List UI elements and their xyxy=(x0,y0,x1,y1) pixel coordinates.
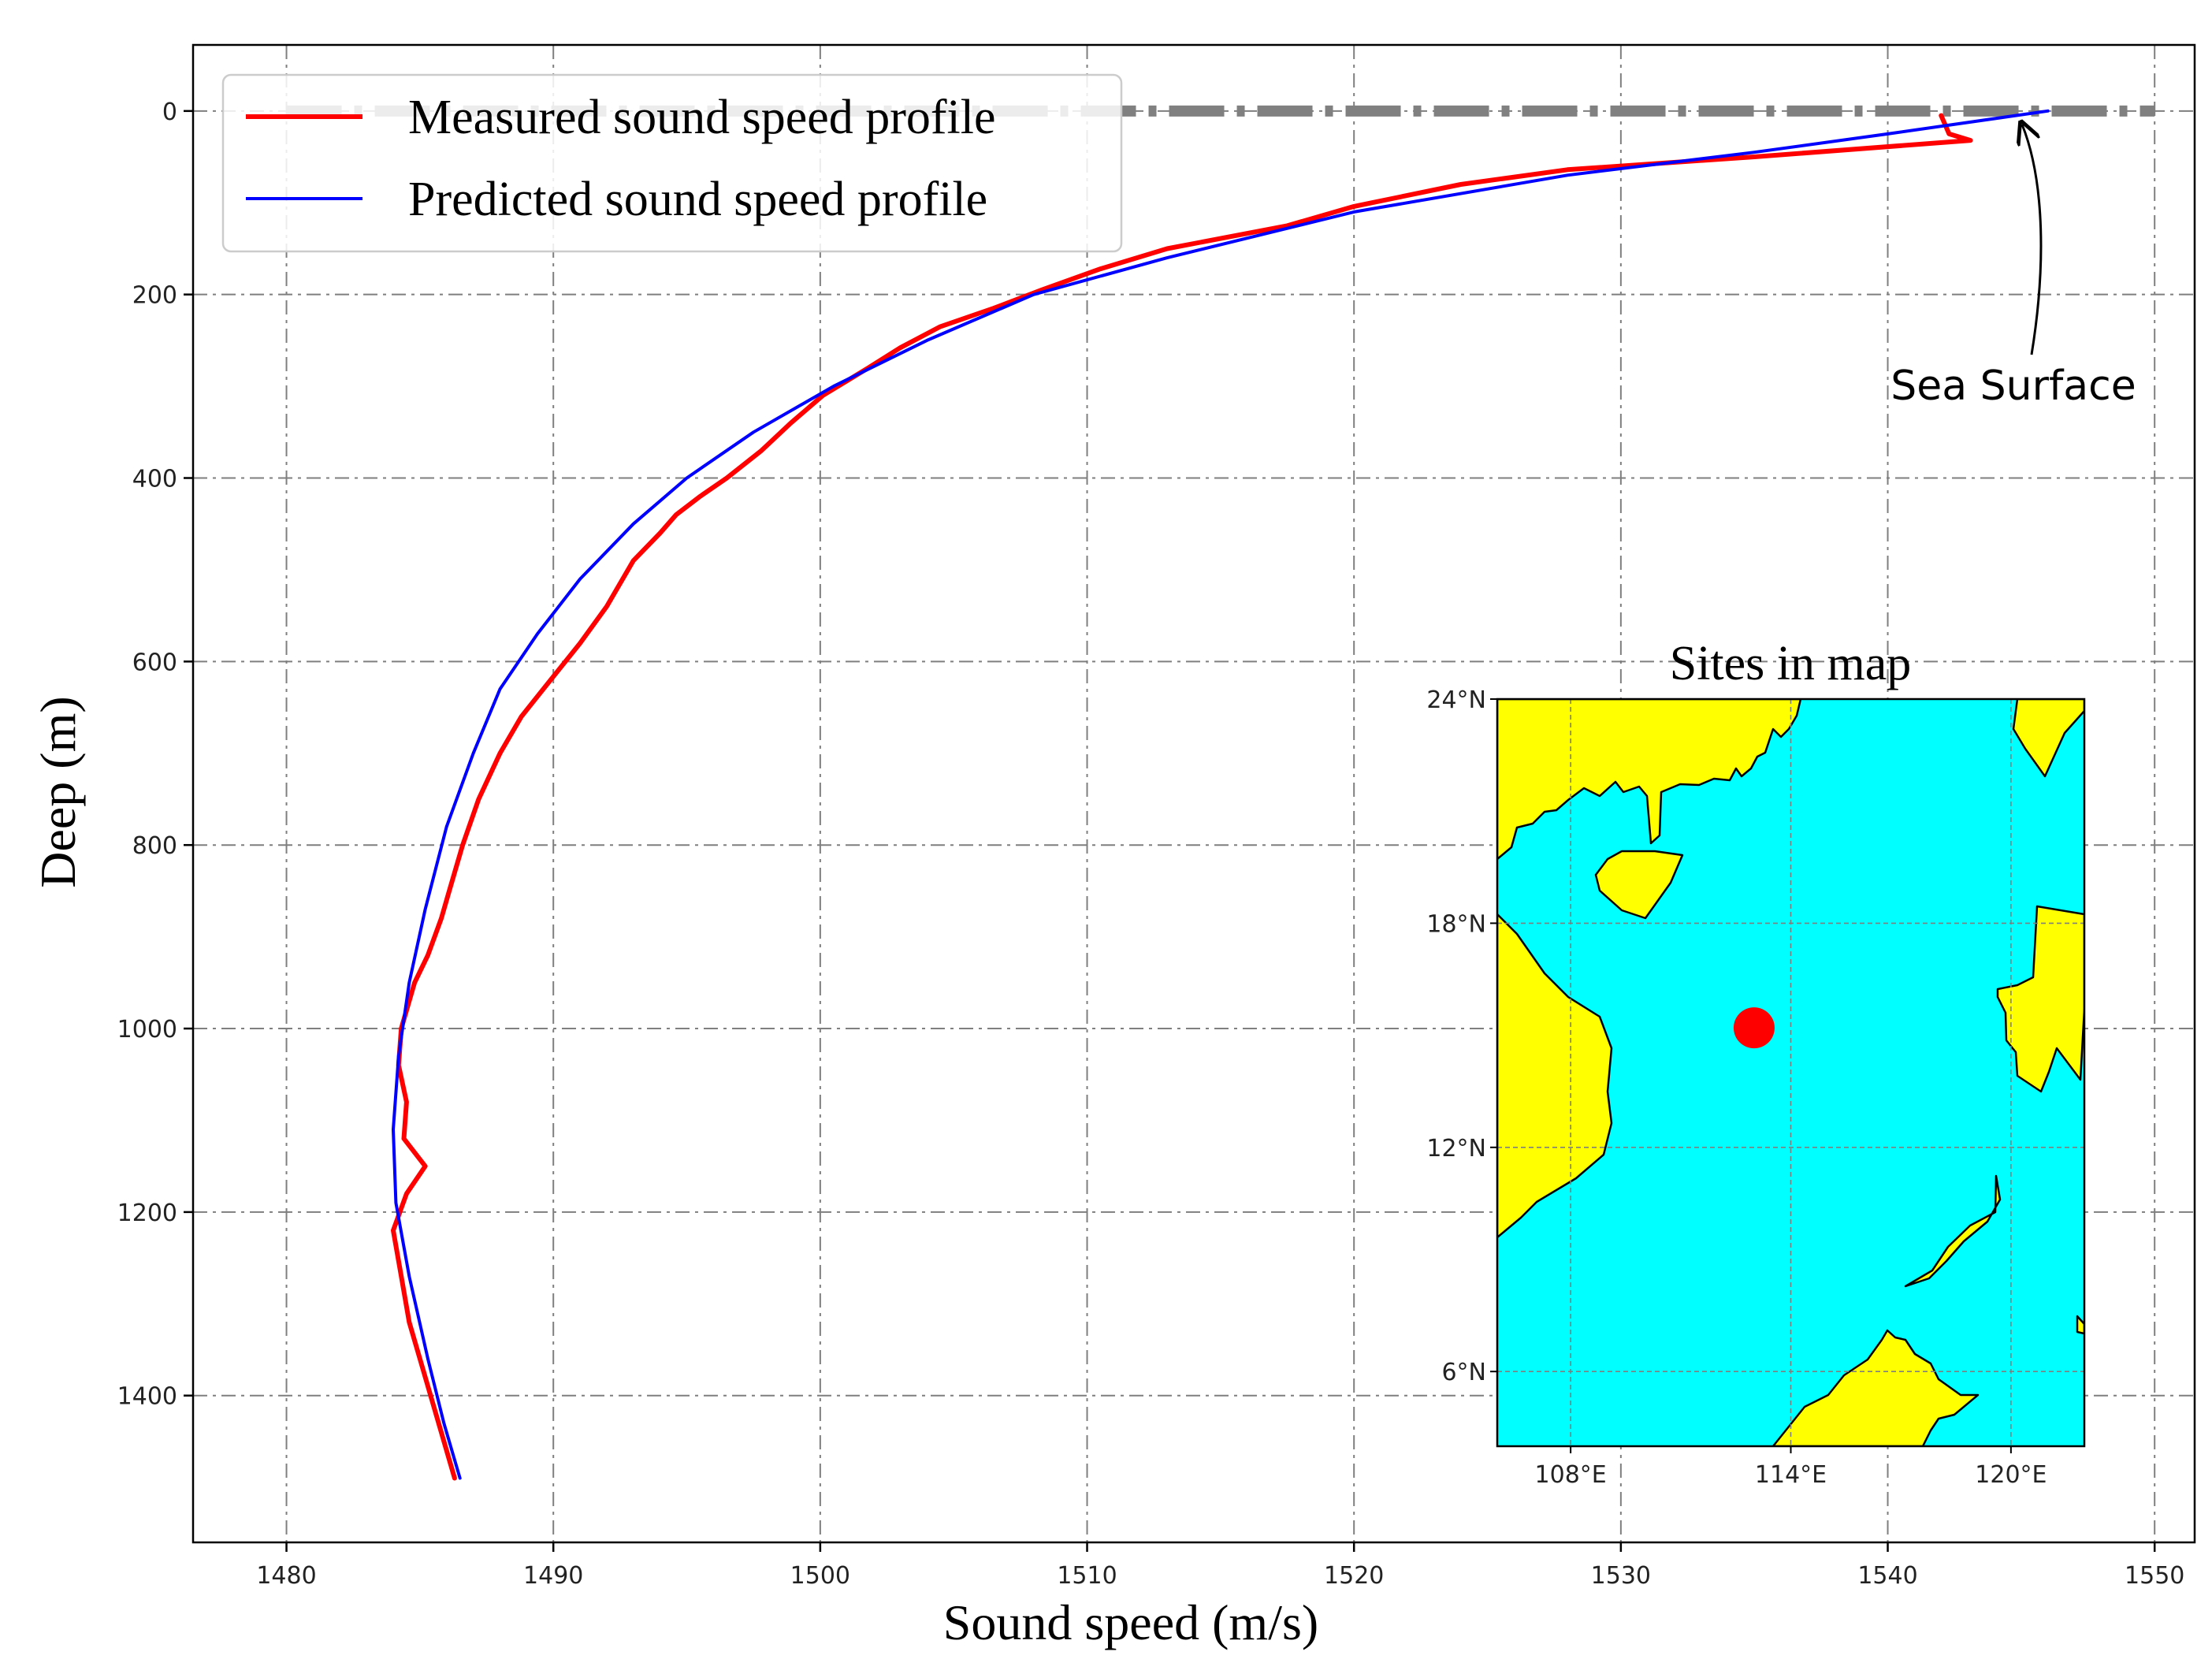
land-palawan xyxy=(1904,1174,2002,1288)
predicted-profile-line xyxy=(392,109,2050,1480)
sea-surface-label: Sea Surface xyxy=(1890,363,2136,410)
land-south-china xyxy=(1497,699,1802,861)
y-tick-label: 200 xyxy=(132,282,177,310)
map-lon-tick-label: 114°E xyxy=(1755,1461,1827,1489)
site-marker xyxy=(1733,1007,1775,1049)
y-tick-label: 1400 xyxy=(117,1383,177,1411)
inset-map-labels: 108°E 114°E 120°E 24°N 18°N 12°N 6°N xyxy=(1426,686,2047,1489)
y-tick-label: 1000 xyxy=(117,1016,177,1043)
land-taiwan xyxy=(2012,699,2084,778)
map-lon-tick-label: 108°E xyxy=(1535,1461,1607,1489)
sea-surface-arrow xyxy=(2022,125,2043,355)
y-tick-label: 1200 xyxy=(117,1200,177,1227)
map-lat-tick-label: 24°N xyxy=(1426,686,1486,714)
x-tick-label: 1520 xyxy=(1324,1562,1384,1590)
map-lon-tick-label: 120°E xyxy=(1975,1461,2047,1489)
land-hainan xyxy=(1594,850,1684,920)
map-lat-tick-label: 18°N xyxy=(1426,910,1486,938)
x-tick-label: 1500 xyxy=(790,1562,850,1590)
x-tick-label: 1510 xyxy=(1057,1562,1117,1590)
legend: Measured sound speed profile Predicted s… xyxy=(221,73,1123,253)
inset-map: Sites in map 108°E 114°E 120°E 24°N 18°N 12°N… xyxy=(1426,637,2086,1489)
map-lat-tick-label: 6°N xyxy=(1441,1359,1486,1386)
land-luzon xyxy=(1996,905,2084,1093)
y-tick-label: 600 xyxy=(132,649,177,676)
plot-frame xyxy=(191,43,2196,1544)
y-tick-label: 800 xyxy=(132,832,177,860)
x-tick-label: 1540 xyxy=(1857,1562,1917,1590)
x-axis-ticks: 1480 1490 1500 1510 1520 1530 1540 1550 xyxy=(256,1542,2184,1590)
legend-label-predicted: Predicted sound speed profile xyxy=(408,173,987,226)
x-tick-label: 1530 xyxy=(1591,1562,1651,1590)
map-lat-tick-label: 12°N xyxy=(1426,1135,1486,1162)
y-tick-label: 0 xyxy=(162,99,177,126)
y-axis-title: Deep (m) xyxy=(30,696,86,887)
y-axis-ticks: 0 200 400 600 800 1000 1200 1400 xyxy=(117,99,193,1411)
landmasses xyxy=(1497,699,2084,1446)
x-tick-label: 1490 xyxy=(523,1562,583,1590)
inset-map-grid xyxy=(1497,699,2084,1446)
inset-map-title: Sites in map xyxy=(1670,637,1912,690)
x-tick-label: 1550 xyxy=(2125,1562,2184,1590)
legend-label-measured: Measured sound speed profile xyxy=(408,91,996,144)
land-mindanao xyxy=(2076,1315,2084,1335)
x-axis-title: Sound speed (m/s) xyxy=(943,1594,1318,1650)
y-tick-label: 400 xyxy=(132,466,177,493)
x-tick-label: 1480 xyxy=(256,1562,316,1590)
land-borneo xyxy=(1771,1329,1980,1446)
land-indochina xyxy=(1497,913,1613,1239)
measured-profile-line xyxy=(391,113,1973,1481)
legend-box xyxy=(221,73,1123,253)
